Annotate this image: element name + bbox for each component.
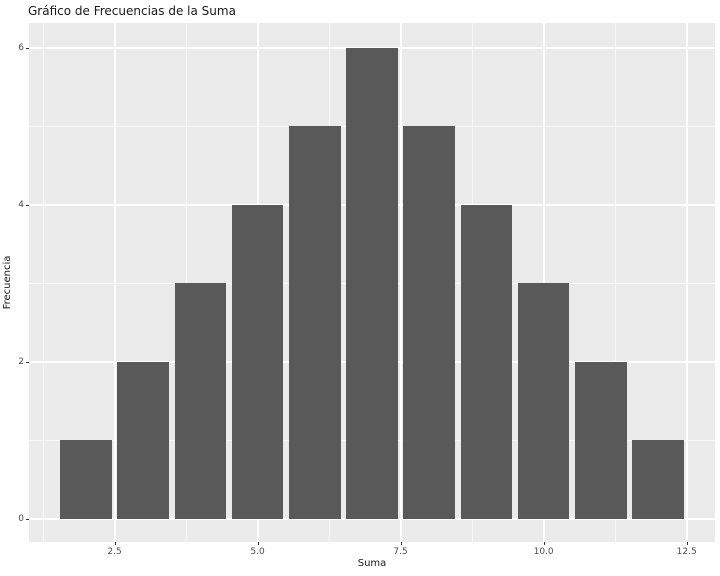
gridline-minor-vertical — [614, 23, 616, 542]
y-axis-tick-mark — [26, 204, 29, 206]
y-axis-title: Frecuencia — [2, 255, 13, 310]
gridline-major-vertical — [399, 23, 402, 542]
gridline-minor-vertical — [185, 23, 187, 542]
chart-title: Gráfico de Frecuencias de la Suma — [28, 4, 236, 18]
y-axis-tick-mark — [26, 518, 29, 520]
gridline-major-horizontal — [29, 517, 715, 520]
x-tick-label: 5.0 — [250, 547, 265, 557]
gridline-major-vertical — [113, 23, 116, 542]
y-tick-label: 4 — [18, 199, 24, 210]
x-axis-tick-mark — [114, 542, 116, 545]
bar — [231, 204, 284, 519]
bar — [460, 204, 513, 519]
x-axis-tick-mark — [257, 542, 259, 545]
y-axis-tick-mark — [26, 361, 29, 363]
y-tick-label: 0 — [18, 513, 24, 524]
plot-panel — [29, 23, 715, 542]
bar — [403, 126, 455, 519]
bar — [289, 126, 341, 519]
x-axis-tick-mark — [686, 542, 688, 545]
bar — [517, 283, 570, 519]
bar — [117, 361, 169, 519]
bar — [346, 47, 398, 519]
gridline-major-vertical — [685, 23, 688, 542]
x-axis-tick-mark — [543, 542, 545, 545]
x-tick-label: 2.5 — [107, 547, 122, 557]
bar — [632, 440, 684, 519]
x-tick-label: 7.5 — [393, 547, 408, 557]
y-tick-label: 6 — [18, 42, 24, 53]
x-tick-label: 12.5 — [676, 547, 697, 557]
gridline-major-vertical — [542, 23, 545, 542]
x-tick-label: 10.0 — [533, 547, 554, 557]
bar — [60, 440, 112, 519]
x-axis-title: Suma — [357, 558, 387, 569]
gridline-minor-vertical — [42, 23, 44, 542]
bar — [575, 361, 627, 519]
x-axis-tick-mark — [400, 542, 402, 545]
y-tick-label: 2 — [18, 356, 24, 367]
y-axis-tick-mark — [26, 47, 29, 49]
bar — [174, 283, 227, 519]
